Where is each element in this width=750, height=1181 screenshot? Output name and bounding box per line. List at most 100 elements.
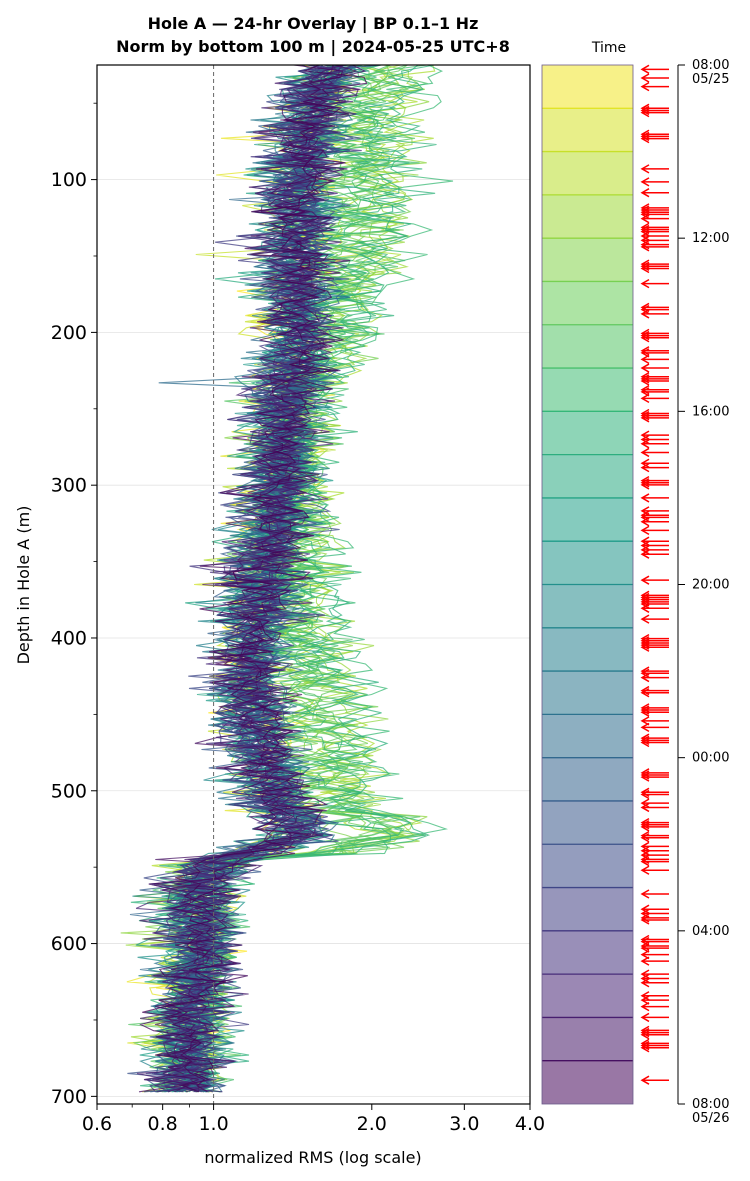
time-marker-arrowhead	[640, 603, 650, 613]
time-marker-arrowhead	[640, 107, 650, 118]
time-tick-label: 16:00	[692, 404, 729, 419]
time-marker-arrowhead	[640, 904, 650, 914]
time-marker-arrowhead	[640, 263, 650, 274]
time-marker-arrowhead	[640, 956, 650, 966]
x-tick-label: 2.0	[357, 1113, 387, 1135]
time-marker-arrowhead	[640, 798, 650, 808]
time-marker-arrowhead	[640, 480, 650, 490]
time-marker-arrowhead	[640, 688, 650, 698]
x-tick-label: 0.8	[148, 1113, 178, 1135]
colorbar-band	[542, 757, 633, 801]
profile-line	[138, 64, 367, 1093]
time-marker-arrowhead	[640, 599, 650, 609]
y-tick-label: 600	[51, 933, 87, 955]
time-marker-arrowhead	[640, 506, 650, 516]
time-tick-label: 00:00	[692, 751, 729, 766]
colorbar-bands	[542, 65, 633, 1104]
x-tick-label: 4.0	[515, 1113, 545, 1135]
colorbar-band	[542, 887, 633, 931]
time-marker-arrowhead	[640, 978, 650, 988]
time-marker-arrowhead	[640, 540, 650, 551]
colorbar-band	[542, 974, 633, 1018]
time-marker-arrowhead	[640, 995, 650, 1005]
time-marker-arrowhead	[640, 354, 650, 365]
time-marker-arrowhead	[640, 348, 650, 358]
colorbar-band	[542, 238, 633, 282]
time-marker-arrowhead	[640, 81, 650, 92]
time-marker-arrowhead	[640, 462, 650, 473]
time-marker-arrowhead	[640, 447, 650, 458]
time-marker-arrowhead	[640, 549, 650, 559]
time-marker-arrowhead	[640, 209, 650, 220]
time-marker-arrowhead	[640, 242, 650, 252]
profile-line	[145, 64, 351, 1093]
time-marker-arrowhead	[640, 575, 650, 585]
time-marker-arrowhead	[640, 434, 650, 445]
time-marker-arrowhead	[640, 545, 650, 555]
time-marker-arrowhead	[640, 969, 650, 979]
time-marker-arrowhead	[640, 525, 650, 536]
time-marker-arrowhead	[640, 973, 650, 984]
chart-title-line2: Norm by bottom 100 m | 2024-05-25 UTC+8	[116, 37, 510, 57]
time-marker-arrowhead	[640, 133, 650, 144]
profile-line	[149, 64, 362, 1093]
time-marker-arrowhead	[640, 439, 650, 449]
time-marker-arrowhead	[640, 512, 650, 523]
colorbar-band	[542, 671, 633, 715]
time-marker-arrowhead	[640, 865, 650, 875]
time-marker-arrowhead	[640, 536, 650, 546]
time-marker-arrowhead	[640, 789, 650, 800]
colorbar-band	[542, 1017, 633, 1061]
time-marker-arrowhead	[640, 841, 650, 852]
profile-line	[136, 64, 359, 1093]
colorbar-band	[542, 844, 633, 888]
time-marker-arrowhead	[640, 1012, 650, 1023]
x-tick-label: 3.0	[449, 1113, 479, 1135]
time-marker-arrowhead	[640, 991, 650, 1001]
colorbar-band	[542, 454, 633, 498]
colorbar-band	[542, 714, 633, 758]
time-marker-arrowhead	[640, 393, 650, 403]
time-marker-arrowhead	[640, 227, 650, 237]
chart-title-line1: Hole A — 24-hr Overlay | BP 0.1–1 Hz	[148, 14, 479, 34]
time-marker-arrowhead	[640, 430, 650, 440]
time-marker-arrowhead	[640, 235, 650, 245]
y-tick-label: 200	[51, 322, 87, 344]
time-marker-arrowhead	[640, 908, 650, 919]
time-marker-arrowhead	[640, 188, 650, 198]
colorbar-band	[542, 930, 633, 975]
profile-line	[145, 64, 338, 1093]
colorbar-band	[542, 65, 633, 109]
colorbar-band	[542, 627, 633, 672]
time-marker-arrowhead	[640, 949, 650, 960]
profile-line	[139, 64, 344, 1093]
colorbar-frame	[541, 64, 634, 1105]
colorbar-band	[542, 324, 633, 369]
time-marker-arrowhead	[640, 309, 650, 319]
time-tick-label: 04:00	[692, 924, 729, 939]
time-marker-arrows	[640, 64, 669, 1085]
time-marker-arrowhead	[640, 1075, 650, 1085]
time-tick-label: 08:00	[692, 58, 729, 73]
time-tick-label: 08:00	[692, 1097, 729, 1112]
colorbar-band	[542, 151, 633, 195]
plot-area-frame	[96, 64, 531, 1105]
x-tick-label: 1.0	[198, 1113, 228, 1135]
time-marker-arrowhead	[640, 915, 650, 925]
time-marker-arrowhead	[640, 722, 650, 733]
time-marker-arrowhead	[640, 164, 650, 174]
colorbar-band	[542, 108, 633, 152]
time-marker-arrowhead	[640, 672, 650, 683]
time-marker-arrowhead	[640, 846, 650, 856]
time-marker-arrowhead	[640, 278, 650, 289]
time-marker-arrowhead	[640, 668, 650, 678]
time-marker-arrowhead	[640, 822, 650, 832]
time-marker-arrowhead	[640, 413, 650, 423]
time-marker-arrowhead	[640, 333, 650, 343]
time-marker-arrowhead	[640, 517, 650, 527]
time-marker-arrowhead	[640, 214, 650, 224]
time-marker-arrowhead	[640, 376, 650, 386]
time-tick-sublabel: 05/25	[692, 72, 729, 87]
colorbar-band	[542, 194, 633, 239]
